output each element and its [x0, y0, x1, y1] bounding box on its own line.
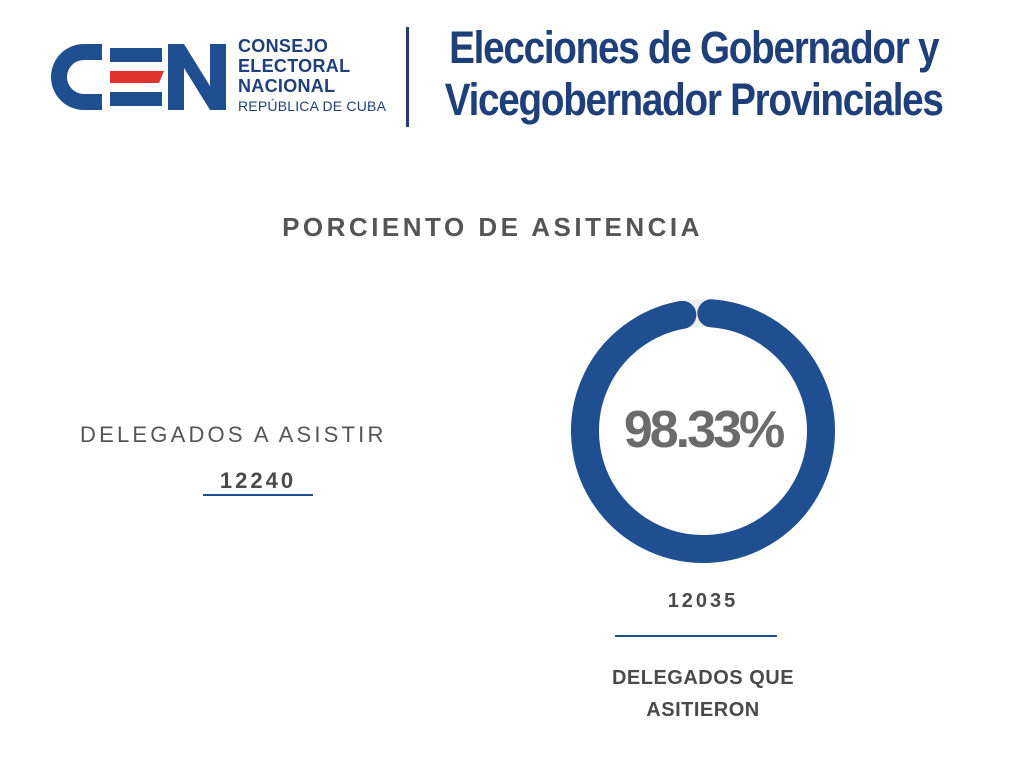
- attended-label-line-2: ASITIERON: [646, 699, 760, 721]
- org-country: REPÚBLICA DE CUBA: [238, 98, 387, 114]
- expected-delegates-underline: [203, 494, 313, 496]
- attended-delegates-value: 12035: [667, 590, 739, 612]
- expected-delegates-value: 12240: [219, 468, 297, 493]
- attended-delegates-underline: [615, 635, 777, 637]
- attended-delegates-label: DELEGADOS QUE ASITIERON: [568, 662, 838, 726]
- logo-letter-n: [168, 44, 226, 110]
- logo-letter-c: [51, 44, 102, 110]
- org-line-3: NACIONAL: [238, 76, 336, 96]
- org-line-2: ELECTORAL: [238, 56, 351, 76]
- header-divider: [406, 27, 409, 127]
- attendance-percent: 98.33%: [623, 401, 785, 459]
- expected-delegates-label: DELEGADOS A ASISTIR: [80, 422, 387, 447]
- page-title: Elecciones de Gobernador y Vicegobernado…: [440, 22, 947, 126]
- page-title-line-2: Vicegobernador Provinciales: [444, 74, 944, 125]
- logo-letter-e-bottom: [110, 92, 162, 106]
- attendance-donut: [571, 299, 835, 563]
- page-title-line-1: Elecciones de Gobernador y: [449, 22, 939, 73]
- header: CONSEJO ELECTORAL NACIONAL REPÚBLICA DE …: [0, 0, 1024, 150]
- attended-label-line-1: DELEGADOS QUE: [611, 667, 795, 689]
- cen-logo: [51, 44, 226, 110]
- chart-title: PORCIENTO DE ASITENCIA: [282, 212, 703, 242]
- org-line-1: CONSEJO: [238, 36, 329, 56]
- logo-letter-e-mid: [110, 71, 164, 83]
- donut-attended-arc: [571, 299, 835, 563]
- logo-letter-e-top: [110, 48, 162, 62]
- organization-name: CONSEJO ELECTORAL NACIONAL REPÚBLICA DE …: [238, 36, 386, 116]
- expected-delegates: DELEGADOS A ASISTIR 12240: [80, 422, 440, 496]
